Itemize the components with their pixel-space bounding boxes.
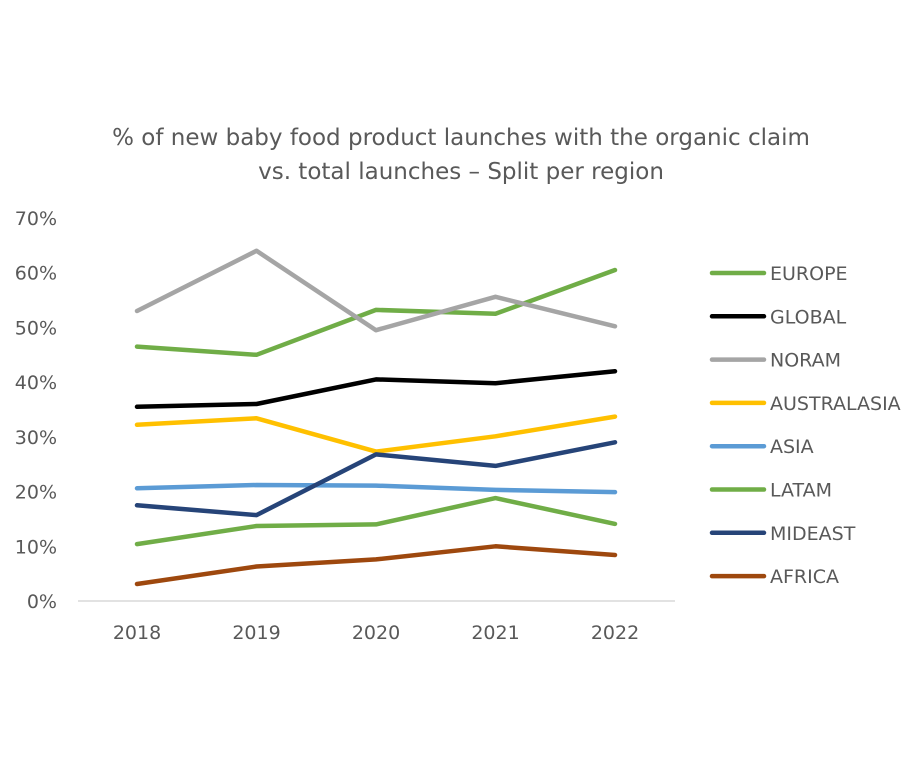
y-tick-label: 40% — [15, 372, 57, 394]
series-line-asia — [134, 482, 618, 495]
legend-item-mideast: MIDEAST — [709, 523, 856, 545]
series-line-latam — [134, 495, 618, 547]
series-line-global — [134, 368, 618, 410]
series-line-australasia — [134, 414, 618, 454]
legend-item-global: GLOBAL — [709, 306, 847, 328]
x-tick-label: 2022 — [591, 622, 639, 644]
legend-label: LATAM — [770, 480, 832, 502]
x-tick-label: 2018 — [113, 622, 161, 644]
legend-label: NORAM — [770, 350, 841, 372]
legend-label: MIDEAST — [770, 523, 856, 545]
legend-item-noram: NORAM — [709, 350, 841, 372]
x-tick-label: 2021 — [471, 622, 519, 644]
chart-title: % of new baby food product launches with… — [112, 125, 810, 185]
legend-item-africa: AFRICA — [709, 566, 839, 588]
y-tick-label: 30% — [15, 427, 57, 449]
series-lines — [134, 248, 618, 587]
series-line-mideast — [134, 440, 618, 518]
series-line-noram — [134, 248, 618, 333]
chart-title-line-1: % of new baby food product launches with… — [112, 125, 810, 151]
legend-label: EUROPE — [770, 263, 848, 285]
x-axis-tick-labels: 2018 2019 2020 2021 2022 — [113, 622, 639, 644]
chart-title-line-2: vs. total launches – Split per region — [258, 159, 664, 185]
legend-label: ASIA — [770, 436, 814, 458]
legend-label: AFRICA — [770, 566, 839, 588]
legend-label: GLOBAL — [770, 306, 847, 328]
legend-item-australasia: AUSTRALASIA — [709, 393, 901, 415]
y-tick-label: 50% — [15, 317, 57, 339]
y-tick-label: 20% — [15, 482, 57, 504]
legend: EUROPE GLOBAL NORAM AUSTRALASIA ASIA LATAM MID… — [709, 263, 901, 588]
legend-item-europe: EUROPE — [709, 263, 848, 285]
legend-label: AUSTRALASIA — [770, 393, 901, 415]
y-tick-label: 10% — [15, 536, 57, 558]
x-tick-label: 2019 — [232, 622, 280, 644]
y-tick-label: 60% — [15, 263, 57, 285]
series-line-africa — [134, 544, 618, 587]
legend-item-asia: ASIA — [709, 436, 814, 458]
series-line-europe — [134, 267, 618, 358]
y-axis-tick-labels: 0% 10% 20% 30% 40% 50% 60% 70% — [15, 208, 57, 613]
y-tick-label: 70% — [15, 208, 57, 230]
y-tick-label: 0% — [27, 591, 57, 613]
x-tick-label: 2020 — [352, 622, 400, 644]
legend-item-latam: LATAM — [709, 480, 832, 502]
